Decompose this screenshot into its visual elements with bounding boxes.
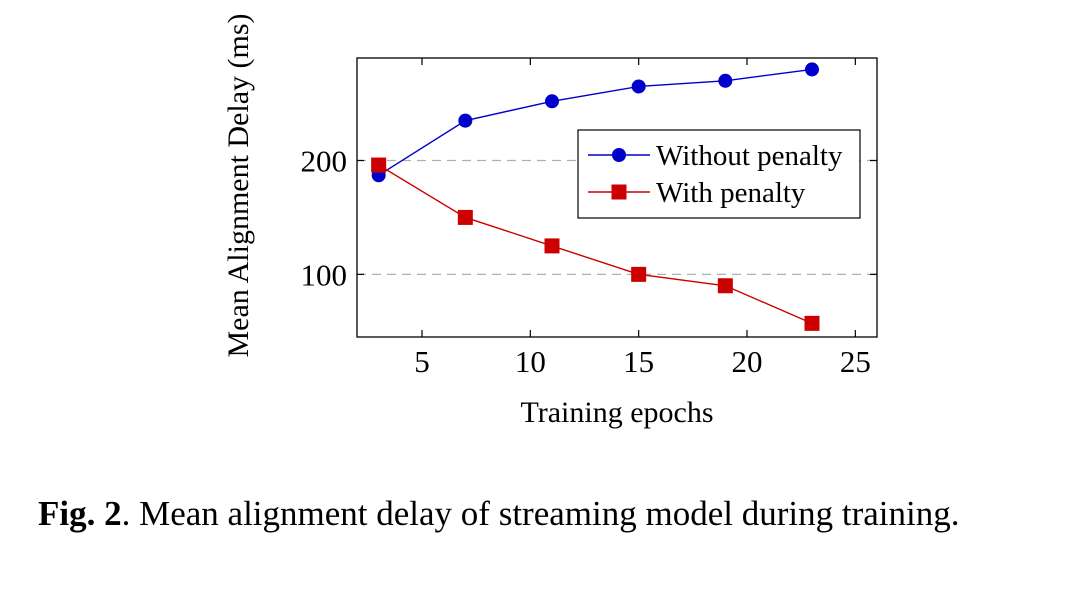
legend: Without penalty With penalty xyxy=(577,129,861,219)
x-tick-label: 15 xyxy=(623,344,654,379)
data-point xyxy=(631,266,647,282)
data-point xyxy=(544,238,560,254)
figure-caption: Fig. 2. Mean alignment delay of streamin… xyxy=(38,494,1048,534)
x-axis-label: Training epochs xyxy=(520,396,713,429)
data-point xyxy=(718,73,733,88)
y-axis-label: Mean Alignment Delay (ms) xyxy=(222,13,255,357)
data-point xyxy=(631,79,646,94)
legend-entry: Without penalty xyxy=(588,140,843,172)
series-line xyxy=(378,164,813,324)
data-point xyxy=(545,94,559,109)
legend-box xyxy=(577,129,861,219)
data-point xyxy=(457,209,473,225)
legend-entry: With penalty xyxy=(588,177,806,209)
series-without-penalty xyxy=(371,62,819,183)
data-point xyxy=(717,278,733,294)
series-layer xyxy=(371,62,820,331)
plot-frame xyxy=(356,57,878,338)
series-line xyxy=(378,68,813,176)
axis-ticks: 100 200 5 10 15 20 25 xyxy=(301,58,877,379)
line-chart: 100 200 5 10 15 20 25 Without penalty With pena… xyxy=(222,13,878,429)
data-point xyxy=(458,113,473,128)
y-tick-label: 200 xyxy=(301,143,348,178)
legend-marker xyxy=(612,148,626,162)
caption-text: . Mean alignment delay of streaming mode… xyxy=(121,494,960,533)
series-with-penalty xyxy=(371,157,820,331)
y-tick-label: 100 xyxy=(301,257,348,292)
x-tick-label: 25 xyxy=(840,344,871,379)
x-tick-label: 20 xyxy=(732,344,763,379)
legend-label: Without penalty xyxy=(656,140,843,172)
legend-marker xyxy=(611,184,627,200)
data-point xyxy=(371,157,387,173)
data-point xyxy=(804,315,820,331)
data-point xyxy=(805,62,819,77)
x-tick-label: 5 xyxy=(414,344,430,379)
figure-label: Fig. 2 xyxy=(38,494,122,533)
x-tick-label: 10 xyxy=(515,344,546,379)
legend-label: With penalty xyxy=(656,177,806,209)
